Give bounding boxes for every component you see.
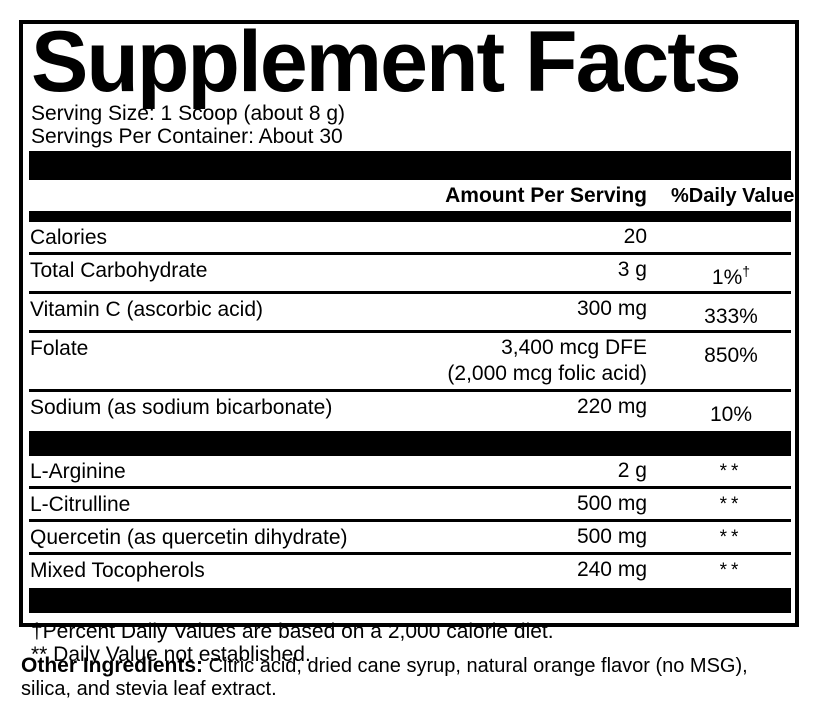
supplement-facts-panel: Supplement Facts Serving Size: 1 Scoop (… — [19, 14, 799, 666]
footnote-not-established: ** Daily Value not established. — [31, 643, 311, 666]
other-ingredients-label: Other Ingredients: — [21, 654, 204, 677]
nutrient-name: Calories — [30, 226, 108, 249]
divider-bar-header — [29, 211, 791, 222]
daily-value-header: %Daily Value — [671, 185, 795, 207]
nutrient-amount: 300 mg — [576, 297, 647, 320]
nutrient-row-vitamin-c: Vitamin C (ascorbic acid) 300 mg 333% — [29, 294, 791, 333]
nutrient-row-l-arginine: L-Arginine 2 g ** — [29, 456, 791, 489]
nutrient-name: Quercetin (as quercetin dihydrate) — [30, 526, 348, 549]
nutrient-name: Sodium (as sodium bicarbonate) — [30, 396, 333, 419]
dv-value: 10% — [709, 403, 753, 426]
nutrient-dv: 850% — [647, 338, 791, 367]
nutrient-name: L-Citrulline — [30, 493, 131, 516]
dv-value: 850% — [704, 344, 758, 367]
nutrient-row-l-citrulline: L-Citrulline 500 mg ** — [29, 489, 791, 522]
other-ingredients: Other Ingredients: Citric acid, dried ca… — [21, 654, 799, 701]
servings-per-container: Servings Per Container: About 30 — [31, 125, 343, 148]
nutrient-name: L-Arginine — [30, 460, 126, 483]
footnote-daily-values: †Percent Daily Values are based on a 2,0… — [31, 620, 554, 643]
nutrient-amount: 240 mg — [576, 558, 647, 581]
dv-value: 1% — [711, 266, 743, 289]
nutrient-dv: ** — [719, 494, 743, 515]
nutrient-amount: 2 g — [617, 459, 647, 482]
divider-bar-bottom — [29, 588, 791, 613]
nutrient-row-sodium: Sodium (as sodium bicarbonate) 220 mg 10… — [29, 392, 791, 431]
nutrient-amount: 220 mg — [576, 395, 647, 418]
nutrient-row-mixed-tocopherols: Mixed Tocopherols 240 mg ** — [29, 555, 791, 588]
nutrient-row-calories: Calories 20 — [29, 222, 791, 255]
dv-footnote-mark: † — [742, 263, 751, 279]
nutrient-amount: 500 mg — [576, 525, 647, 548]
panel-title: Supplement Facts — [31, 14, 742, 110]
divider-bar-top — [29, 151, 791, 180]
nutrient-dv: 10% — [647, 397, 791, 426]
nutrient-row-folate: Folate 3,400 mcg DFE (2,000 mcg folic ac… — [29, 333, 791, 392]
nutrient-dv: ** — [719, 560, 743, 581]
nutrient-amount: 20 — [623, 225, 647, 248]
other-ingredients-text: Citric acid, dried cane syrup, natural o… — [21, 655, 748, 700]
nutrient-row-quercetin: Quercetin (as quercetin dihydrate) 500 m… — [29, 522, 791, 555]
nutrient-amount: 500 mg — [576, 492, 647, 515]
nutrient-name: Folate — [30, 337, 89, 360]
column-header-row: Amount Per Serving %Daily Value — [29, 180, 795, 211]
serving-size: Serving Size: 1 Scoop (about 8 g) — [31, 102, 346, 125]
dv-value: 333% — [704, 305, 758, 328]
nutrient-dv: ** — [719, 461, 743, 482]
divider-bar-middle — [29, 431, 791, 456]
nutrient-amount: 3,400 mcg DFE (2,000 mcg folic acid) — [447, 336, 647, 385]
nutrient-dv: ** — [719, 527, 743, 548]
nutrient-dv: 333% — [647, 299, 791, 328]
nutrient-name: Mixed Tocopherols — [30, 559, 205, 582]
nutrient-dv: 1%† — [647, 260, 791, 289]
nutrient-row-total-carbohydrate: Total Carbohydrate 3 g 1%† — [29, 255, 791, 294]
amount-per-serving-header: Amount Per Serving — [445, 184, 647, 207]
nutrient-name: Total Carbohydrate — [30, 259, 208, 282]
nutrient-name: Vitamin C (ascorbic acid) — [30, 298, 264, 321]
nutrient-amount: 3 g — [617, 258, 647, 281]
